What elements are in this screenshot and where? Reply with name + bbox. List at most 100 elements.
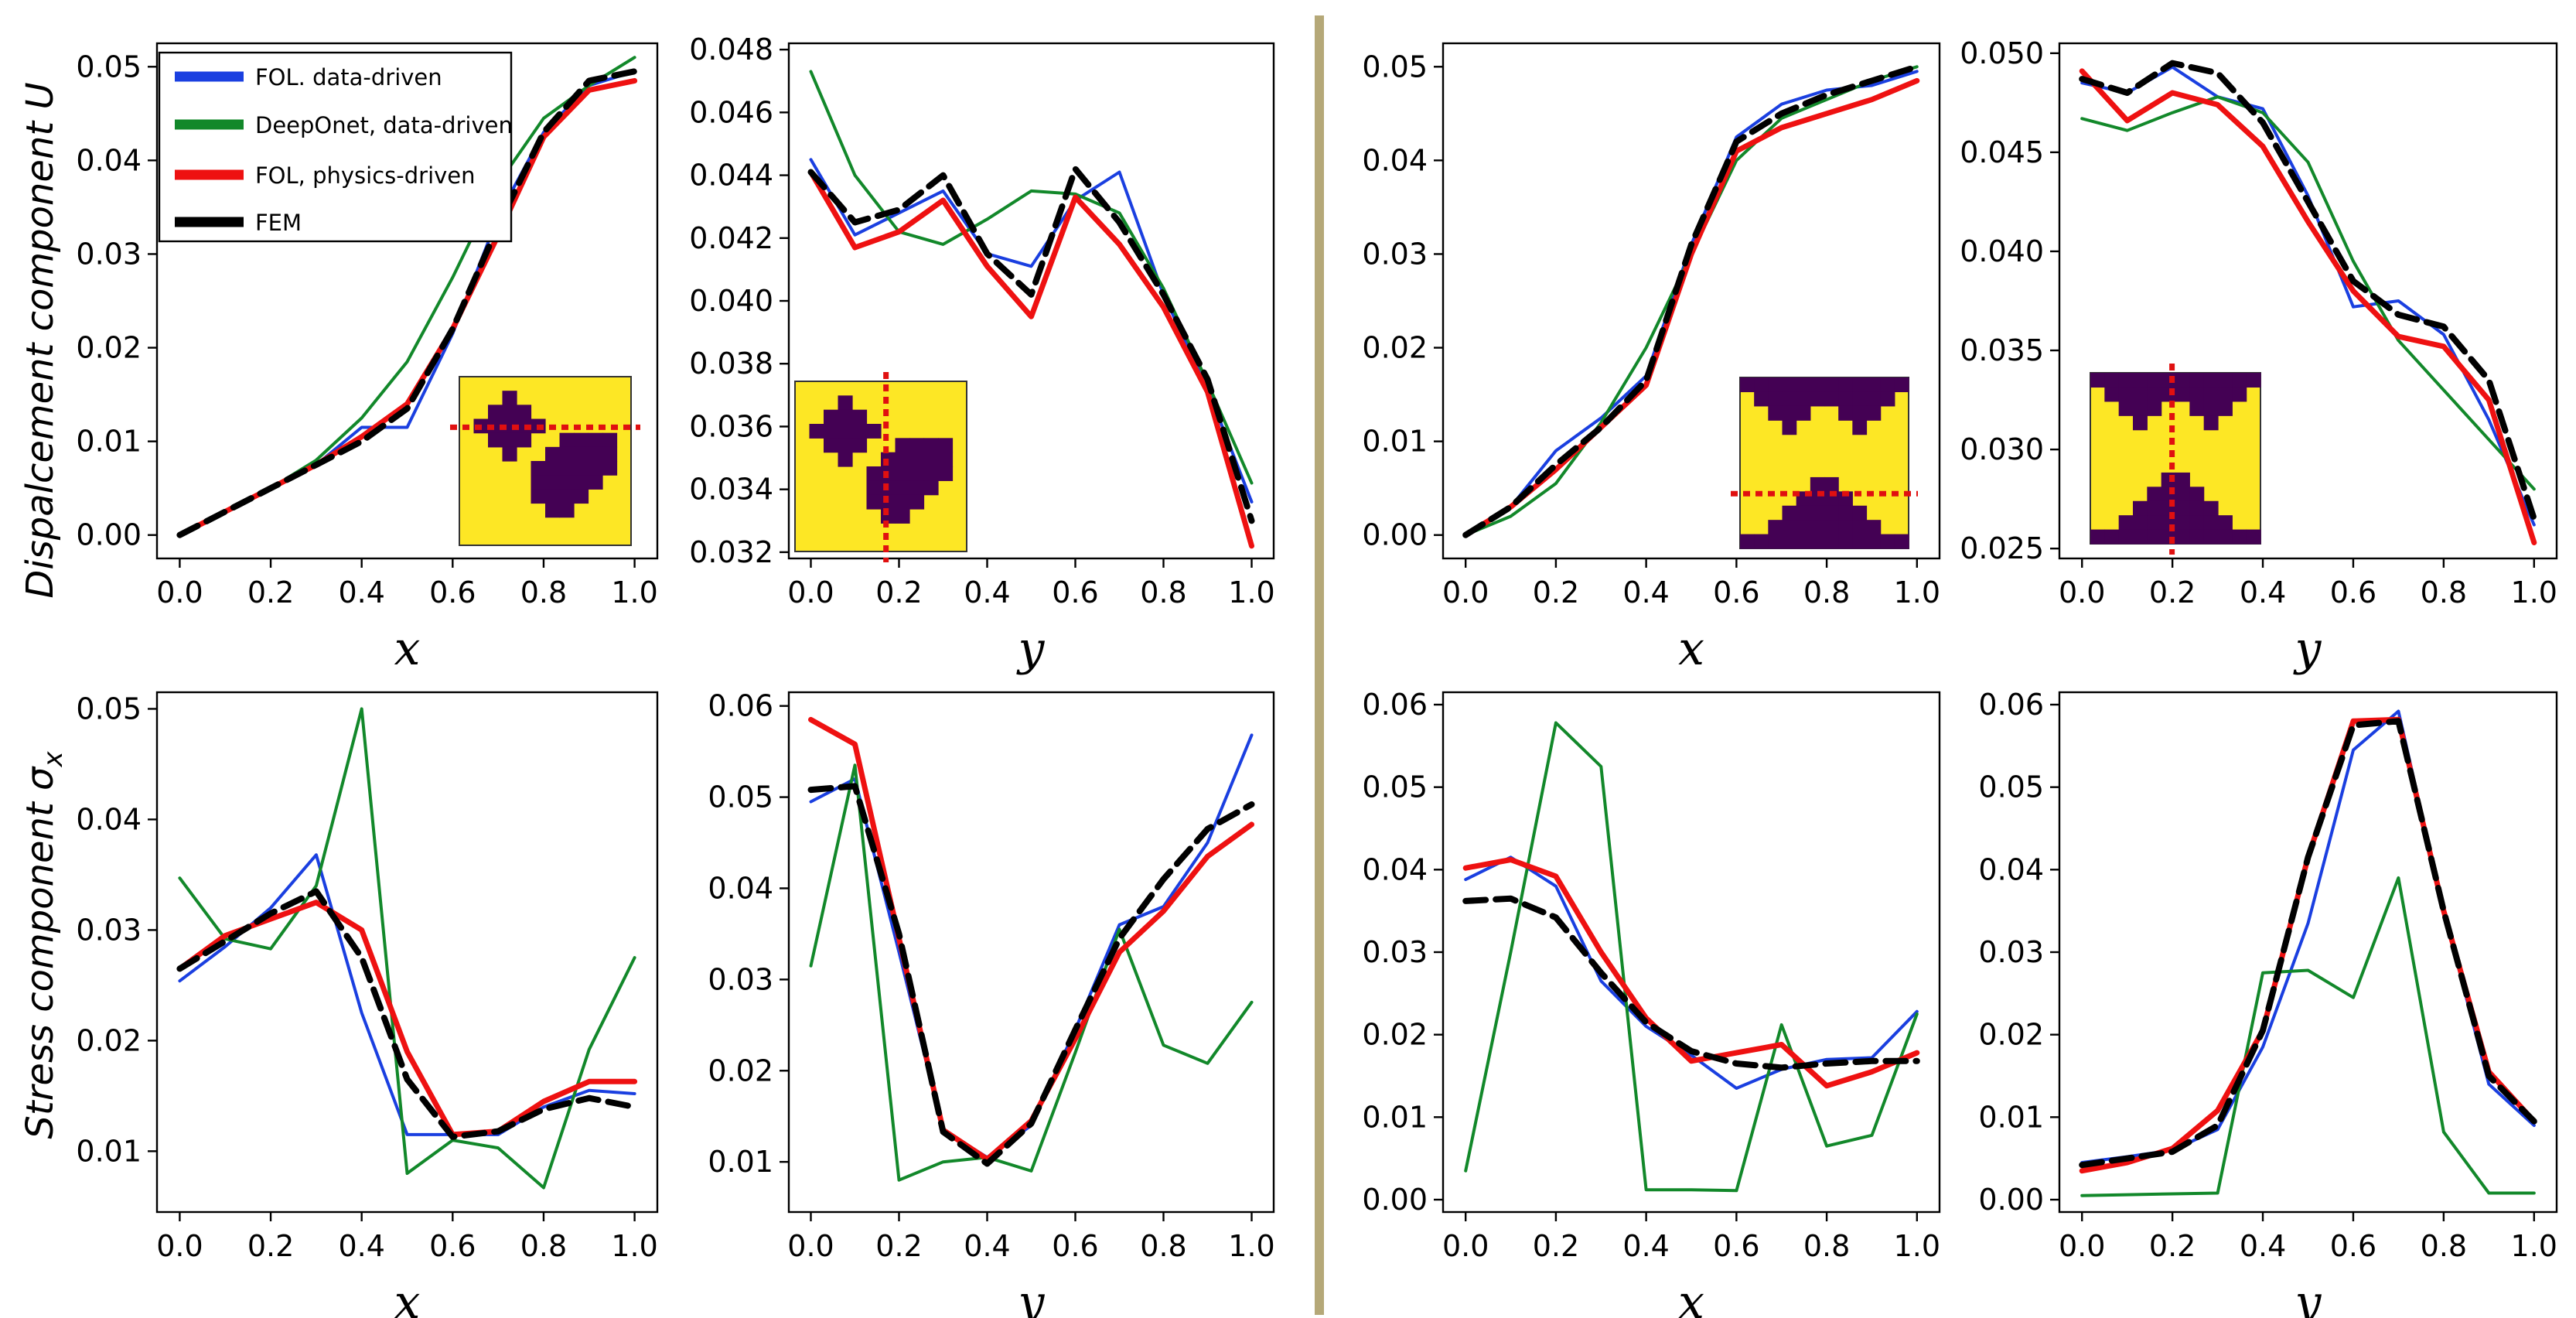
inset-cell (1838, 491, 1853, 507)
inset-cell (2218, 515, 2233, 531)
inset-cell (531, 475, 546, 490)
y-tick-label: 0.02 (1362, 1018, 1428, 1052)
inset-cell (1754, 534, 1769, 549)
series-line-fem (1462, 895, 1920, 1071)
inset-cell (2175, 529, 2190, 545)
inset-cell (2203, 500, 2219, 516)
series-line-fem (2079, 60, 2537, 522)
x-tick-label: 0.4 (1622, 575, 1669, 609)
chart-u-x-2: 0.00 0.01 0.02 0.03 0.04 0.05 0.0 0.2 0.4 0.6 0.8 1… (1362, 42, 1941, 676)
x-tick-label: 1.0 (1894, 575, 1940, 609)
y-tick-label: 0.01 (1362, 425, 1428, 459)
inset-cell (488, 405, 503, 420)
inset-cell (2133, 500, 2148, 516)
inset-cell (2175, 472, 2190, 487)
inset-cell (2133, 401, 2148, 416)
y-tick-label: 0.06 (1362, 688, 1428, 722)
inset-cell (909, 494, 925, 510)
inset-cell (2175, 500, 2190, 516)
inset-cell (852, 424, 868, 439)
x-axis-label: x (1678, 622, 1704, 676)
y-tick-label: 0.05 (708, 780, 773, 814)
y-tick-label: 0.03 (1362, 935, 1428, 969)
row-label-stress-text: Stress component σ (19, 766, 62, 1139)
inset-cell (2189, 529, 2205, 545)
inset-cell (923, 438, 939, 453)
inset-cell (559, 503, 575, 518)
inset-cell (895, 466, 910, 481)
inset-cell (1894, 534, 1909, 549)
inset-cell (2232, 373, 2247, 388)
chart-s-x-1: 0.01 0.02 0.03 0.04 0.05 0.0 0.2 0.4 0.6 0.8 1.0 x (76, 691, 659, 1318)
legend-label-fol-physics: FOL, physics-driven (255, 162, 476, 189)
x-tick-label: 0.6 (2330, 575, 2376, 609)
x-tick-label: 0.4 (338, 575, 384, 609)
inset-cell (2175, 487, 2190, 502)
x-tick-label: 0.2 (875, 575, 922, 609)
y-tick-label: 0.01 (1978, 1100, 2044, 1134)
y-tick-label: 0.05 (1978, 770, 2044, 804)
y-tick-label: 0.05 (1362, 50, 1428, 84)
inset-cell (923, 480, 939, 496)
x-tick-label: 0.8 (2421, 575, 2467, 609)
inset-cell (852, 438, 868, 453)
inset-cell (866, 494, 882, 510)
series-line-fem (807, 166, 1255, 524)
series-line-deeponet (2080, 95, 2536, 491)
inset-cell (2189, 515, 2205, 531)
inset-cell (1866, 405, 1882, 421)
inset-cell (488, 432, 503, 448)
inset-cell (1782, 420, 1797, 435)
y-tick-label: 0.040 (1960, 234, 2044, 268)
inset-cell (517, 405, 532, 420)
x-tick-label: 0.0 (2059, 1229, 2105, 1263)
inset-cell (574, 432, 589, 448)
inset-cell (2133, 529, 2148, 545)
x-tick-label: 0.4 (2240, 1229, 2286, 1263)
legend-label-fol-data: FOL. data-driven (255, 64, 442, 90)
plot-frame (1442, 691, 1941, 1214)
inset-cell (1768, 534, 1783, 549)
y-tick-label: 0.06 (708, 689, 773, 723)
inset-cell (1810, 377, 1825, 393)
inset-cell (1810, 505, 1825, 521)
series-line-fol-physics (176, 77, 638, 538)
x-tick-label: 0.4 (964, 575, 1010, 609)
inset-cell (909, 452, 925, 467)
inset-cell (2118, 529, 2134, 545)
y-tick-label: 0.05 (76, 691, 142, 726)
inset-cell (2189, 487, 2205, 502)
inset-cell (824, 424, 839, 439)
inset-cell (1754, 377, 1769, 393)
chart-u-x-1: 0.00 0.01 0.02 0.03 0.04 0.05 0.0 0.2 0.4 0.6 0.8 1… (76, 42, 659, 676)
x-tick-label: 0.8 (1140, 575, 1186, 609)
inset-cell (2175, 515, 2190, 531)
inset-cell (1740, 377, 1755, 393)
legend: FOL. data-driven DeepOnet, data-driven F… (158, 51, 513, 243)
y-tick-label: 0.025 (1960, 531, 2044, 565)
y-tick-label: 0.06 (1978, 688, 2044, 722)
x-axis-label: y (1016, 622, 1046, 676)
series-layer (176, 707, 638, 1190)
inset-cell (602, 432, 618, 448)
inset-cell (559, 461, 575, 476)
inset-cell (938, 466, 954, 481)
inset-cell (2232, 387, 2247, 402)
y-tick-label: 0.030 (1960, 432, 2044, 466)
inset-cell (895, 494, 910, 510)
inset-cell (574, 475, 589, 490)
inset-cell (2246, 529, 2261, 545)
inset-cell (2090, 529, 2105, 545)
y-tick-label: 0.04 (1978, 852, 2044, 886)
inset-cell (895, 438, 910, 453)
y-tick-label: 0.035 (1960, 333, 2044, 367)
y-tick-label: 0.036 (689, 409, 773, 443)
inset-image-1 (450, 376, 640, 546)
inset-cell (909, 438, 925, 453)
x-tick-label: 0.0 (2059, 575, 2105, 609)
x-tick-label: 1.0 (1228, 1229, 1274, 1263)
panel-divider (1315, 15, 1324, 1315)
inset-cell (1768, 405, 1783, 421)
inset-cell (838, 409, 853, 425)
inset-cell (559, 446, 575, 462)
